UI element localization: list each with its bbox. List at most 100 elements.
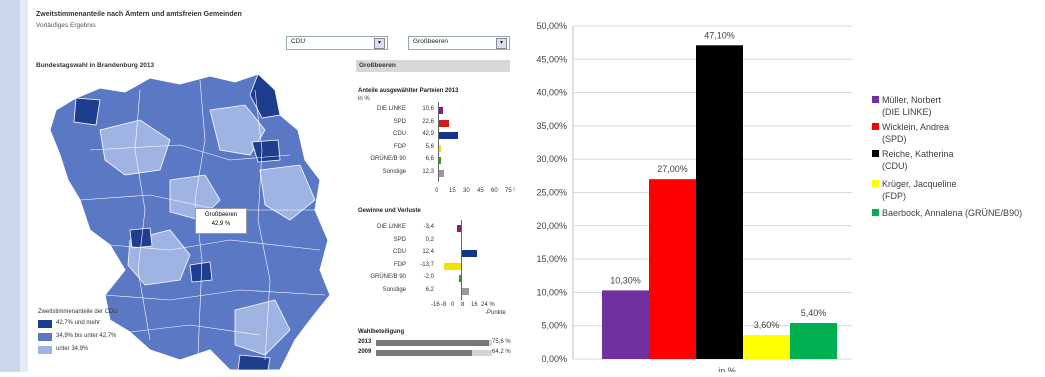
party-select-value: CDU [291,38,306,45]
shares-party-label: SPD [393,118,406,125]
callout-value: 42,9 % [211,221,231,227]
shares-value-label: 6,6 [425,156,434,162]
results-panel: Zweitstimmenanteile nach Ämtern und amts… [30,0,515,372]
chevron-down-icon[interactable]: ▾ [496,38,507,49]
map-region-light [234,299,291,356]
legend-swatch [38,333,52,341]
turnout-year: 2013 [358,339,372,345]
changes-tick: -8 [441,302,447,308]
changes-party-label: GRÜNE/B 90 [370,274,406,280]
bar [790,323,837,359]
shares-tick: 30 [463,188,470,194]
map-callout: Großbeeren 42,9 % [195,208,247,234]
shares-party-label: FDP [394,143,406,150]
y-tick-label: 40,00% [536,88,567,98]
bar [649,179,696,359]
shares-bar [438,132,459,139]
legend-label: Krüger, Jacqueline [882,179,957,189]
map-borders [79,79,326,361]
changes-party-label: Sonstige [382,286,406,293]
legend-swatch [872,180,879,187]
legend-label: Müller, Norbert [882,95,942,105]
changes-bar [461,287,469,295]
shares-party-label: CDU [393,131,406,137]
x-axis-label: in % [718,366,736,372]
shares-value-label: 12,3 [422,168,434,175]
data-label: 47,10% [704,30,735,40]
shares-unit: in % [358,96,370,102]
map-region-dark [237,354,271,371]
legend-label: unter 34,9% [56,346,89,352]
legend-label-cont: (SPD) [882,134,907,144]
window-frame-inner [20,0,28,372]
data-label: 27,00% [657,164,688,174]
changes-tick: 8 [461,302,465,308]
shares-value-label: 10,6 [422,106,434,112]
changes-tick: -16 [431,302,440,308]
chevron-down-icon[interactable]: ▾ [374,38,385,49]
window-frame-left [0,0,20,372]
legend-label-cont: (CDU) [882,161,908,171]
turnout-bar [376,350,473,356]
legend-label-cont: (DIE LINKE) [882,107,932,117]
shares-bar [438,144,441,152]
legend-label: 34,9% bis unter 42,7% [56,333,117,339]
panel-title: Zweitstimmenanteile nach Ämtern und amts… [36,11,242,18]
legend-label: Reiche, Katherina [882,149,954,159]
data-label: 10,30% [610,275,641,285]
legend-label: 42,7% und mehr [56,320,101,326]
changes-bar [461,250,477,257]
side-header: Großbeeren [356,60,510,72]
municipality-select[interactable]: Großbeeren ▾ [408,36,510,50]
party-select[interactable]: CDU ▾ [286,36,388,50]
changes-value-label: 6,2 [425,286,434,293]
shares-tick: 0 [435,188,439,194]
municipality-select-value: Großbeeren [413,38,449,45]
y-tick-label: 20,00% [536,221,567,231]
turnout-title: Wahlbeteiligung [358,329,405,335]
shares-tick: 60 [491,188,498,194]
changes-value-label: 0,2 [425,236,434,243]
changes-tick: 24 % [481,302,495,308]
shares-party-label: DIE LINKE [376,106,406,112]
y-tick-label: 45,00% [536,54,567,64]
map-region-dark [189,261,213,283]
y-tick-label: 10,00% [536,287,567,297]
main-chart: 0,00% 5,00% 10,00% 15,00% 20,00% 25,00% 30,00%… [520,0,1045,376]
shares-value-label: 42,9 [422,131,434,137]
changes-bar [443,262,461,270]
changes-tick: 0 [451,302,455,308]
y-tick-label: 5,00% [541,321,567,331]
shares-bar [438,169,444,177]
turnout-bar [376,340,490,346]
changes-unit: -Punkte [485,310,506,316]
y-tick-label: 15,00% [536,254,567,264]
map-region-dark [73,97,101,126]
shares-tick: 75 % [505,188,515,194]
callout-name: Großbeeren [204,212,238,218]
y-tick-label: 50,00% [536,21,567,31]
bar-chart-svg: 0,00% 5,00% 10,00% 15,00% 20,00% 25,00% 30,00%… [536,21,1022,376]
changes-party-label: SPD [393,236,406,243]
legend-label: Wicklein, Andrea [882,122,949,132]
turnout-value: 75,6 % [492,339,511,345]
turnout-value: 64,2 % [492,349,511,355]
map-legend-title: Zweitstimmenanteile der CDU [38,309,118,315]
legend-swatch [872,209,879,216]
shares-bar [438,107,443,114]
changes-value-label: 12,4 [422,249,434,255]
legend-swatch [38,320,52,328]
bar [696,45,743,360]
legend-swatch [872,150,879,157]
changes-party-label: FDP [394,261,406,268]
shares-value-label: 22,6 [422,118,434,125]
side-header-label: Großbeeren [359,62,396,69]
shares-value-label: 5,6 [425,143,434,150]
data-label: 5,40% [801,308,827,318]
legend-label-cont: (FDP) [882,191,906,201]
shares-title: Anteile ausgewählter Parteien 2013 [358,88,459,94]
map-title: Bundestagswahl in Brandenburg 2013 [36,62,155,69]
brandenburg-map[interactable] [30,70,350,372]
changes-value-label: -2,0 [423,274,434,280]
panel-subtitle: Vorläufiges Ergebnis [36,22,96,29]
